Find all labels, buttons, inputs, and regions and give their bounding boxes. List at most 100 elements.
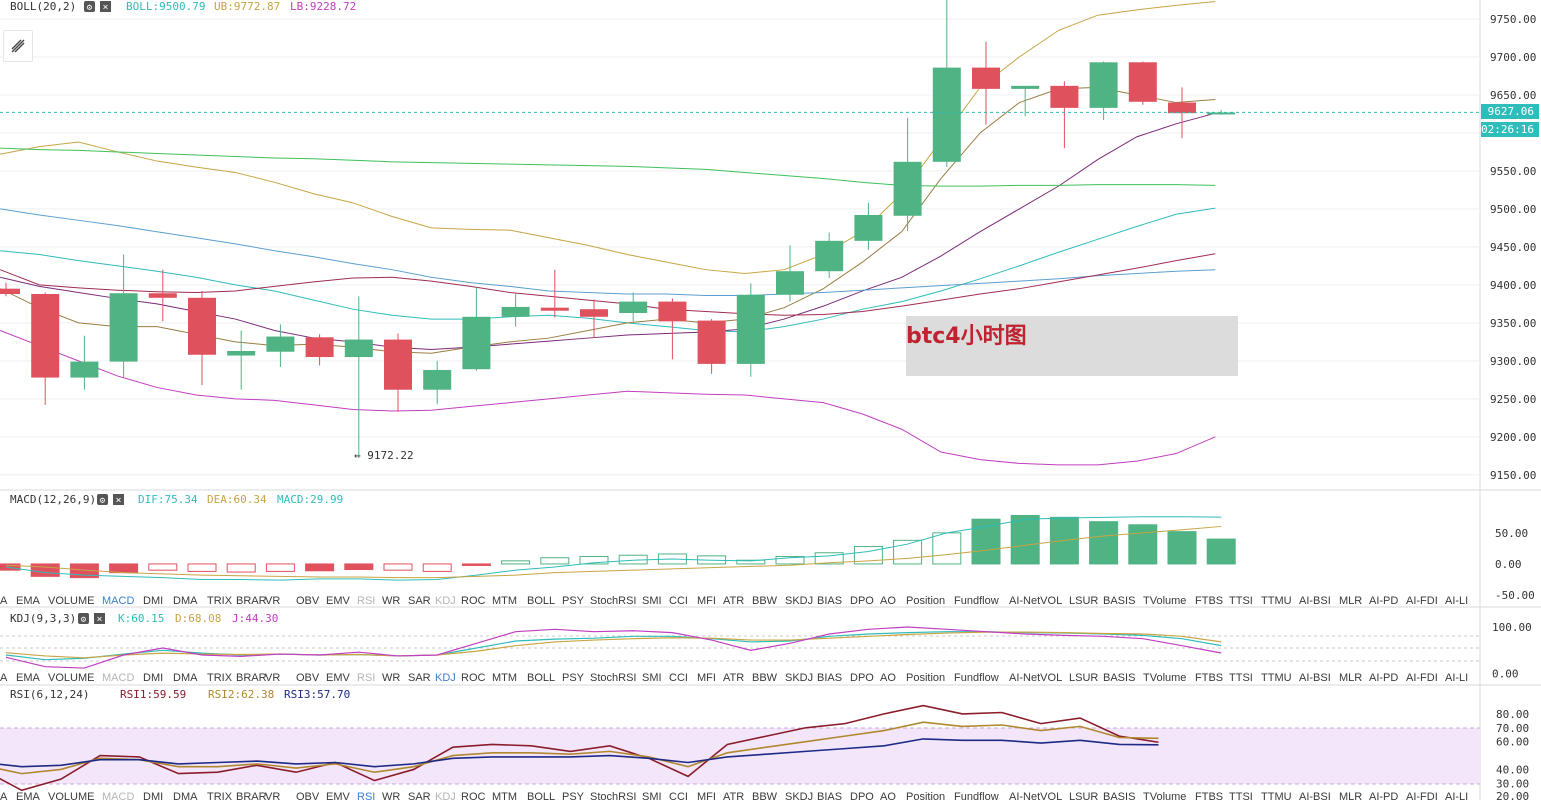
indicator-tab-emv[interactable]: EMV: [326, 672, 351, 684]
candle[interactable]: [776, 245, 804, 302]
indicator-tab-sar[interactable]: SAR: [408, 791, 431, 803]
indicator-tab-ai-li[interactable]: AI-LI: [1445, 595, 1468, 607]
macd-settings-icon[interactable]: [97, 494, 108, 505]
indicator-tab-bias[interactable]: BIAS: [817, 791, 842, 803]
candle[interactable]: [658, 298, 687, 360]
indicator-tab-dmi[interactable]: DMI: [143, 672, 163, 684]
indicator-tab-ai-bsi[interactable]: AI-BSI: [1299, 672, 1331, 684]
indicator-tab-ai-netvol[interactable]: AI-NetVOL: [1009, 791, 1062, 803]
indicator-tab-trix[interactable]: TRIX: [207, 791, 233, 803]
indicator-tab-cci[interactable]: CCI: [669, 791, 688, 803]
indicator-tab-vr[interactable]: VR: [265, 672, 280, 684]
indicator-tab-boll[interactable]: BOLL: [527, 595, 555, 607]
candle[interactable]: [31, 292, 60, 405]
indicator-tab-ttsi[interactable]: TTSI: [1229, 791, 1253, 803]
indicator-tab-macd[interactable]: MACD: [102, 672, 134, 684]
indicator-tab-ema[interactable]: EMA: [16, 791, 41, 803]
candle[interactable]: [384, 333, 412, 412]
candle[interactable]: [972, 41, 1000, 125]
indicator-tab-mfi[interactable]: MFI: [697, 791, 716, 803]
indicator-tab-ttmu[interactable]: TTMU: [1261, 791, 1292, 803]
indicator-tab-roc[interactable]: ROC: [461, 791, 486, 803]
candle[interactable]: [540, 269, 569, 318]
indicator-tab-vr[interactable]: VR: [265, 791, 280, 803]
indicator-tab-mfi[interactable]: MFI: [697, 595, 716, 607]
candle[interactable]: [462, 287, 491, 371]
kdj-settings-icon[interactable]: [78, 613, 89, 624]
indicator-tab-obv[interactable]: OBV: [296, 672, 320, 684]
indicator-tab-smi[interactable]: SMI: [642, 672, 662, 684]
indicator-tab-fundflow[interactable]: Fundflow: [954, 595, 999, 607]
indicator-tab-lsur[interactable]: LSUR: [1069, 595, 1098, 607]
indicator-tab-sar[interactable]: SAR: [408, 595, 431, 607]
candle[interactable]: [1050, 81, 1079, 149]
indicator-tab-fundflow[interactable]: Fundflow: [954, 791, 999, 803]
indicator-tab-dpo[interactable]: DPO: [850, 595, 874, 607]
indicator-tab-stochrsi[interactable]: StochRSI: [590, 672, 636, 684]
candle[interactable]: [70, 335, 99, 390]
indicator-tab-ao[interactable]: AO: [880, 791, 896, 803]
indicator-tab-tvolume[interactable]: TVolume: [1143, 595, 1186, 607]
indicator-tab-dpo[interactable]: DPO: [850, 791, 874, 803]
indicator-tab-ttsi[interactable]: TTSI: [1229, 672, 1253, 684]
candle[interactable]: [0, 282, 20, 297]
indicator-tab-rsi[interactable]: RSI: [357, 791, 375, 803]
indicator-tab-dmi[interactable]: DMI: [143, 791, 163, 803]
indicator-tab-volume[interactable]: VOLUME: [48, 595, 94, 607]
candle[interactable]: [344, 296, 373, 459]
indicator-tab-smi[interactable]: SMI: [642, 791, 662, 803]
indicator-tab-ai-netvol[interactable]: AI-NetVOL: [1009, 672, 1062, 684]
indicator-tab-atr[interactable]: ATR: [723, 672, 744, 684]
macd-close-icon[interactable]: [113, 494, 124, 505]
indicator-tab-obv[interactable]: OBV: [296, 791, 320, 803]
candle[interactable]: [266, 324, 295, 367]
indicator-tab-basis[interactable]: BASIS: [1103, 791, 1135, 803]
indicator-tab-atr[interactable]: ATR: [723, 791, 744, 803]
candle[interactable]: [1128, 61, 1157, 105]
indicator-tab-ema[interactable]: EMA: [16, 672, 41, 684]
candle[interactable]: [188, 290, 216, 386]
indicator-tab-mlr[interactable]: MLR: [1339, 595, 1362, 607]
indicator-tab-boll[interactable]: BOLL: [527, 672, 555, 684]
candle[interactable]: [815, 232, 844, 279]
indicator-tab-tvolume[interactable]: TVolume: [1143, 672, 1186, 684]
indicator-tab-brar[interactable]: BRAR: [236, 595, 267, 607]
indicator-tab-basis[interactable]: BASIS: [1103, 672, 1135, 684]
indicator-tab-smi[interactable]: SMI: [642, 595, 662, 607]
indicator-tab-roc[interactable]: ROC: [461, 672, 486, 684]
indicator-tab-ai-pd[interactable]: AI-PD: [1369, 672, 1398, 684]
indicator-tab-sar[interactable]: SAR: [408, 672, 431, 684]
indicator-tab-ai-fdi[interactable]: AI-FDI: [1406, 791, 1438, 803]
indicator-tab-bbw[interactable]: BBW: [752, 791, 778, 803]
candles[interactable]: [0, 0, 1236, 459]
indicator-tab-atr[interactable]: ATR: [723, 595, 744, 607]
kdj-close-icon[interactable]: [94, 613, 105, 624]
indicator-tab-emv[interactable]: EMV: [326, 791, 351, 803]
indicator-tab-ftbs[interactable]: FTBS: [1195, 672, 1223, 684]
indicator-tab-stochrsi[interactable]: StochRSI: [590, 595, 636, 607]
indicator-tab-ao[interactable]: AO: [880, 595, 896, 607]
candle[interactable]: [580, 299, 608, 339]
indicator-tab-bias[interactable]: BIAS: [817, 595, 842, 607]
candle[interactable]: [1011, 85, 1040, 117]
candle[interactable]: [1207, 110, 1236, 115]
candle[interactable]: [227, 330, 256, 390]
indicator-tab-boll[interactable]: BOLL: [527, 791, 555, 803]
indicator-tab-emv[interactable]: EMV: [326, 595, 351, 607]
indicator-tab-wr[interactable]: WR: [382, 595, 400, 607]
indicator-tab-bbw[interactable]: BBW: [752, 595, 778, 607]
indicator-tab-rsi[interactable]: RSI: [357, 672, 375, 684]
indicator-tab-wr[interactable]: WR: [382, 672, 400, 684]
indicator-tab-trix[interactable]: TRIX: [207, 595, 233, 607]
indicator-tab-a[interactable]: A: [0, 595, 8, 607]
indicator-tab-kdj[interactable]: KDJ: [435, 791, 456, 803]
indicator-tab-position[interactable]: Position: [906, 791, 945, 803]
indicator-tab-dma[interactable]: DMA: [173, 791, 198, 803]
indicator-tab-ai-netvol[interactable]: AI-NetVOL: [1009, 595, 1062, 607]
indicator-tab-ema[interactable]: EMA: [16, 595, 41, 607]
indicator-tab-roc[interactable]: ROC: [461, 595, 486, 607]
indicator-tab-ai-li[interactable]: AI-LI: [1445, 791, 1468, 803]
indicator-tab-ftbs[interactable]: FTBS: [1195, 791, 1223, 803]
indicator-tab-volume[interactable]: VOLUME: [48, 672, 94, 684]
indicator-tab-mlr[interactable]: MLR: [1339, 672, 1362, 684]
